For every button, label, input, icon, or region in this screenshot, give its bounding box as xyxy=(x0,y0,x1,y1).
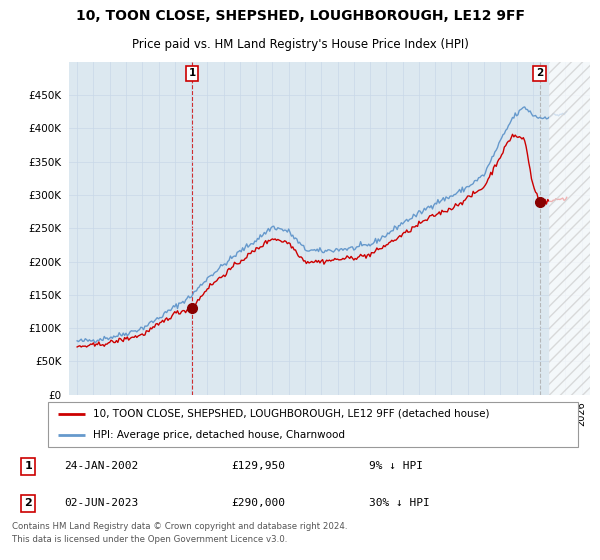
FancyBboxPatch shape xyxy=(47,402,578,447)
Text: 2: 2 xyxy=(24,498,32,508)
Text: 1: 1 xyxy=(24,461,32,472)
Text: 10, TOON CLOSE, SHEPSHED, LOUGHBOROUGH, LE12 9FF: 10, TOON CLOSE, SHEPSHED, LOUGHBOROUGH, … xyxy=(76,9,524,23)
Text: Price paid vs. HM Land Registry's House Price Index (HPI): Price paid vs. HM Land Registry's House … xyxy=(131,38,469,51)
Text: £129,950: £129,950 xyxy=(231,461,285,472)
Text: 30% ↓ HPI: 30% ↓ HPI xyxy=(369,498,430,508)
Text: Contains HM Land Registry data © Crown copyright and database right 2024.
This d: Contains HM Land Registry data © Crown c… xyxy=(12,522,347,544)
Text: 10, TOON CLOSE, SHEPSHED, LOUGHBOROUGH, LE12 9FF (detached house): 10, TOON CLOSE, SHEPSHED, LOUGHBOROUGH, … xyxy=(94,409,490,419)
Text: 2: 2 xyxy=(536,68,543,78)
Text: HPI: Average price, detached house, Charnwood: HPI: Average price, detached house, Char… xyxy=(94,430,346,440)
Text: £290,000: £290,000 xyxy=(231,498,285,508)
Text: 24-JAN-2002: 24-JAN-2002 xyxy=(64,461,138,472)
Text: 02-JUN-2023: 02-JUN-2023 xyxy=(64,498,138,508)
Text: 9% ↓ HPI: 9% ↓ HPI xyxy=(369,461,423,472)
Text: 1: 1 xyxy=(188,68,196,78)
